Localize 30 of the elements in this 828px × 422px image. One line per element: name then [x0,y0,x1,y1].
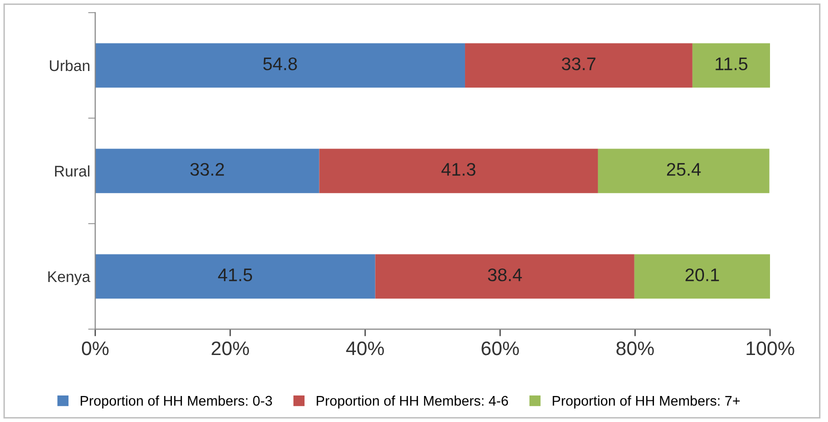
data-label: 41.5 [218,268,252,282]
data-label: 33.2 [190,162,224,176]
data-label: 11.5 [716,58,748,70]
bar [95,43,466,88]
data-label: 25.4 [667,162,701,176]
data-label: 38.4 [488,268,522,282]
bar [634,254,770,299]
x-tick-label: 0% [82,341,109,356]
x-tick-label: 100% [746,341,794,356]
legend-label: Proportion of HH Members: 4-6 [316,396,508,408]
bar [319,148,598,194]
x-tick-label: 40% [346,341,384,356]
data-label: 33.7 [562,57,596,70]
y-tick-label: Rural [55,165,90,177]
x-tick-label: 60% [482,341,519,356]
bar [598,148,770,194]
x-tick-label: 20% [212,341,249,356]
bar [465,43,692,88]
legend-label: Proportion of HH Members: 0-3 [80,396,272,408]
x-tick-label: 80% [616,341,654,356]
bar [95,254,376,299]
data-label: 20.1 [686,268,719,282]
data-label: 54.8 [263,57,297,70]
bar [375,254,634,299]
y-tick-label: Urban [50,60,90,72]
bar [95,148,320,194]
legend-label: Proportion of HH Members: 7+ [552,396,740,408]
y-tick-label: Kenya [48,271,90,286]
bar [692,43,770,88]
data-label: 41.3 [441,162,476,176]
